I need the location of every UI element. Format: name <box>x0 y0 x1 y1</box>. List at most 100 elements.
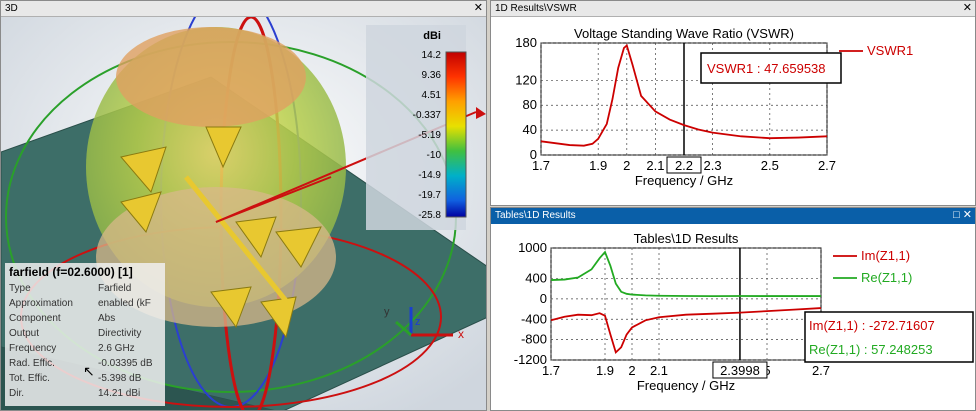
x-tick-label: 2.7 <box>818 158 836 173</box>
x-axis-label: Frequency / GHz <box>635 173 733 188</box>
marker-x-label: 2.3998 <box>720 363 760 378</box>
series-line <box>550 250 821 298</box>
marker-readout-re: Re(Z1,1) : 57.248253 <box>809 342 933 357</box>
info-row: Rad. Effic. -0.03395 dB <box>5 356 165 371</box>
info-key: Component <box>9 313 61 324</box>
farfield-info-box: farfield (f=02.6000) [1] Type Farfield App… <box>5 263 165 406</box>
chart-title: Voltage Standing Wave Ratio (VSWR) <box>574 26 794 41</box>
x-tick-label: 1.7 <box>542 363 560 378</box>
series-line <box>540 43 828 147</box>
x-tick-label: 2.3 <box>704 158 722 173</box>
info-key: Tot. Effic. <box>9 373 50 384</box>
antenna-patches <box>120 126 322 339</box>
vswr-titlebar: 1D Results\VSWR ✕ <box>491 1 975 17</box>
x-tick-label: 1.9 <box>589 158 607 173</box>
farfield-3d-panel: 3D ✕ <box>0 0 487 411</box>
series-line <box>550 307 822 355</box>
close-icon[interactable]: ✕ <box>962 209 972 221</box>
y-tick-label: 120 <box>515 72 537 87</box>
info-row: Tot. Effic. -5.398 dB <box>5 371 165 386</box>
info-row: Frequency 2.6 GHz <box>5 341 165 356</box>
x-tick-label: 2.5 <box>761 158 779 173</box>
info-value: -0.03395 dB <box>98 358 153 369</box>
marker-x-box <box>666 156 702 174</box>
info-key: Output <box>9 328 40 339</box>
y-tick-label: -400 <box>521 311 547 326</box>
marker-readout: VSWR1 : 47.659538 <box>707 61 826 76</box>
colorbar-tick-label: -19.7 <box>418 190 441 201</box>
info-row: Output Directivity <box>5 326 165 341</box>
info-row: Dir. 14.21 dBi <box>5 386 165 401</box>
legend-entry: Re(Z1,1) <box>861 270 912 285</box>
close-icon[interactable]: ✕ <box>962 2 972 14</box>
close-icon[interactable]: ✕ <box>473 2 483 14</box>
axis-x-label: x <box>458 327 464 341</box>
y-tick-label: -1200 <box>514 352 547 367</box>
info-key: Dir. <box>9 388 24 399</box>
info-value: Abs <box>98 313 116 324</box>
maximize-icon[interactable]: □ <box>953 209 960 221</box>
x-tick-label: 1.7 <box>532 158 550 173</box>
x-tick-label: 2.1 <box>650 363 668 378</box>
marker-readout-box <box>700 52 842 84</box>
z-results-title: Tables\1D Results <box>495 210 576 221</box>
panel-3d-title: 3D <box>5 3 18 14</box>
x-tick-label: 1.9 <box>596 363 614 378</box>
axis-y-label: y <box>384 306 390 318</box>
axis-z-label: z <box>415 316 421 328</box>
z-results-titlebar: Tables\1D Results □ ✕ <box>491 208 975 224</box>
colorbar-tick-label: -25.8 <box>418 210 441 221</box>
info-key: Approximation <box>9 298 73 309</box>
y-tick-label: 0 <box>540 291 547 306</box>
info-row: Type Farfield <box>5 281 165 296</box>
info-value: 2.6 GHz <box>98 343 135 354</box>
info-value: enabled (kF <box>98 298 151 309</box>
marker-x-label: 2.2 <box>675 158 693 173</box>
x-tick-label: 2 <box>628 363 635 378</box>
vswr-title: 1D Results\VSWR <box>495 3 577 14</box>
y-tick-label: 180 <box>515 35 537 50</box>
info-row: Component Abs <box>5 311 165 326</box>
y-tick-label: 40 <box>523 122 537 137</box>
info-value: Farfield <box>98 283 132 294</box>
y-tick-label: 0 <box>530 147 537 162</box>
colorbar-tick-label: 4.51 <box>422 90 442 101</box>
vswr-panel: 1D Results\VSWR ✕ Voltage Standing Wave … <box>490 0 976 206</box>
y-tick-label: 80 <box>523 97 537 112</box>
info-value: 14.21 dBi <box>98 388 141 399</box>
legend-entry: Im(Z1,1) <box>861 248 910 263</box>
legend-entry: VSWR1 <box>867 43 913 58</box>
y-tick-label: 400 <box>525 271 547 286</box>
info-value: Directivity <box>98 328 142 339</box>
info-value: -5.398 dB <box>98 373 142 384</box>
y-tick-label: -800 <box>521 332 547 347</box>
mouse-cursor-icon: ↖ <box>83 363 95 379</box>
info-key: Type <box>9 283 31 294</box>
x-tick-label: 2.1 <box>646 158 664 173</box>
colorbar-tick-label: -10 <box>427 150 442 161</box>
colorbar-tick-label: -0.337 <box>413 110 442 121</box>
vswr-chart[interactable]: Voltage Standing Wave Ratio (VSWR) 1.7 1.9… <box>491 17 975 205</box>
panel-3d-titlebar: 3D ✕ <box>1 1 486 17</box>
colorbar-unit: dBi <box>423 30 441 42</box>
z-results-chart[interactable]: Tables\1D Results1.71.922.152.710004000-… <box>491 224 975 410</box>
y-tick-label: 1000 <box>518 240 547 255</box>
x-tick-label: 2.7 <box>812 363 830 378</box>
info-row: Approximation enabled (kF <box>5 296 165 311</box>
marker-readout-box <box>804 311 974 363</box>
colorbar-tick-label: -14.9 <box>418 170 441 181</box>
x-axis-label: Frequency / GHz <box>637 378 735 393</box>
info-key: Rad. Effic. <box>9 358 55 369</box>
info-key: Frequency <box>9 343 57 354</box>
x-tick-label: 2 <box>623 158 630 173</box>
colorbar-tick-label: -5.19 <box>418 130 441 141</box>
colorbar-tick-label: 14.2 <box>422 50 442 61</box>
axes-triad: x y z <box>384 306 464 341</box>
z-results-panel: Tables\1D Results □ ✕ Tables\1D Results 1… <box>490 207 976 411</box>
marker-x-box <box>712 361 768 379</box>
colorbar-tick-label: 9.36 <box>422 70 442 81</box>
plot-area <box>550 247 822 361</box>
colorbar <box>445 51 467 218</box>
marker-readout-im: Im(Z1,1) : -272.71607 <box>809 318 935 333</box>
farfield-info-title: farfield (f=02.6000) [1] <box>9 265 133 279</box>
